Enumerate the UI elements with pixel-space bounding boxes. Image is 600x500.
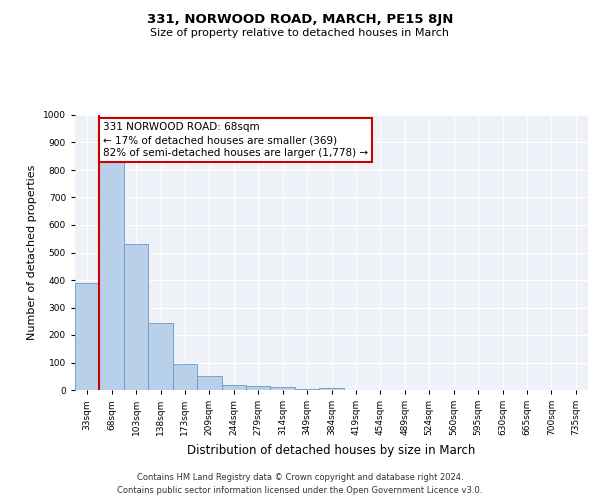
Y-axis label: Number of detached properties: Number of detached properties: [28, 165, 37, 340]
Bar: [319, 388, 344, 390]
Text: Contains HM Land Registry data © Crown copyright and database right 2024.: Contains HM Land Registry data © Crown c…: [137, 474, 463, 482]
Bar: [246, 386, 271, 390]
Text: Size of property relative to detached houses in March: Size of property relative to detached ho…: [151, 28, 449, 38]
Text: Contains public sector information licensed under the Open Government Licence v3: Contains public sector information licen…: [118, 486, 482, 495]
X-axis label: Distribution of detached houses by size in March: Distribution of detached houses by size …: [187, 444, 476, 456]
Bar: [271, 387, 295, 390]
Bar: [148, 324, 173, 390]
Bar: [100, 160, 124, 390]
Text: 331 NORWOOD ROAD: 68sqm
← 17% of detached houses are smaller (369)
82% of semi-d: 331 NORWOOD ROAD: 68sqm ← 17% of detache…: [103, 122, 368, 158]
Bar: [75, 283, 100, 390]
Text: 331, NORWOOD ROAD, MARCH, PE15 8JN: 331, NORWOOD ROAD, MARCH, PE15 8JN: [147, 12, 453, 26]
Bar: [173, 364, 197, 390]
Bar: [197, 376, 221, 390]
Bar: [221, 384, 246, 390]
Bar: [124, 244, 148, 390]
Bar: [295, 388, 319, 390]
